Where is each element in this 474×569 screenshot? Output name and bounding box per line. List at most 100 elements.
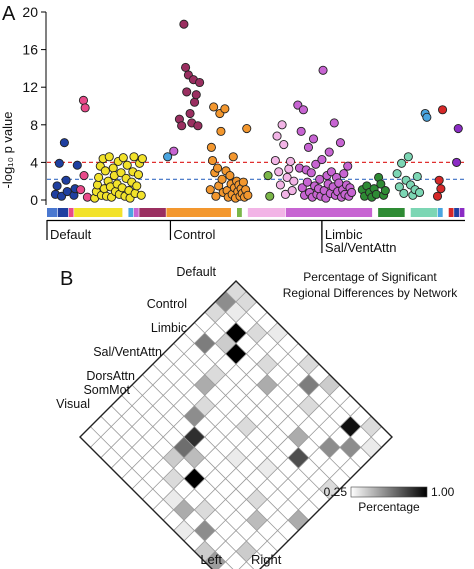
data-point	[116, 168, 126, 178]
grid-line	[152, 353, 310, 511]
data-point	[285, 156, 296, 167]
data-point	[137, 154, 147, 164]
data-point	[296, 126, 306, 136]
panel-label-b: B	[60, 268, 73, 290]
heatmap-outline	[79, 280, 393, 569]
grid-line	[204, 311, 362, 469]
data-point	[434, 175, 444, 185]
row-label: Sal/VentAttn	[93, 345, 162, 359]
data-point	[225, 171, 235, 181]
data-point	[132, 181, 142, 191]
data-point	[432, 191, 443, 201]
network-group-labels: DefaultControlLimbicSal/VentAttnDorsAttn…	[46, 220, 397, 255]
data-point	[136, 190, 146, 200]
grid-line	[162, 353, 320, 511]
data-point	[52, 181, 62, 191]
heatmap-title-line-1: Percentage of Significant	[303, 270, 437, 284]
data-point	[287, 186, 297, 196]
data-point	[335, 138, 345, 148]
network-strip-segment	[128, 208, 134, 217]
grid-line	[217, 415, 372, 569]
data-point	[436, 184, 446, 194]
data-point	[326, 167, 337, 177]
network-strip-segment	[47, 208, 58, 217]
grid-line	[183, 332, 341, 490]
network-strip-segment	[237, 208, 242, 217]
data-point	[415, 187, 425, 198]
data-point	[324, 147, 334, 157]
grid-line	[194, 395, 351, 552]
row-label: Default	[176, 265, 216, 279]
data-point	[317, 155, 327, 165]
panel-a-scatter: A -log₁₀ p value 0 4 8 12 16 20 Default Contro…	[0, 3, 465, 255]
data-point	[275, 180, 285, 190]
data-point	[207, 155, 218, 166]
data-point	[94, 172, 104, 182]
data-point	[133, 170, 144, 180]
grid-line	[173, 343, 330, 500]
grid-line	[162, 363, 320, 521]
row-label: SomMot	[83, 383, 130, 397]
data-point	[220, 104, 230, 114]
y-tick-label: 12	[22, 79, 38, 95]
data-point	[303, 142, 314, 152]
data-point	[61, 175, 71, 185]
grid-line	[100, 301, 258, 459]
network-strip-segment	[285, 208, 373, 217]
grid-line	[90, 426, 234, 569]
data-point	[193, 121, 203, 131]
network-strip-segment	[231, 208, 237, 217]
data-point	[59, 138, 69, 148]
y-tick-label: 8	[30, 117, 38, 133]
data-point	[453, 124, 463, 134]
grid-line	[90, 291, 247, 448]
data-point	[54, 158, 64, 168]
data-point	[217, 174, 227, 184]
grid-line	[142, 343, 299, 500]
network-strip-segment	[139, 208, 166, 217]
data-point	[282, 172, 292, 182]
network-strip-segment	[459, 208, 465, 217]
data-point	[179, 19, 189, 29]
y-tick-label: 0	[30, 192, 38, 208]
data-point	[80, 103, 90, 113]
row-label: Control	[147, 297, 187, 311]
data-point	[76, 185, 86, 195]
colorbar-title: Percentage	[358, 500, 420, 514]
grid-line	[204, 405, 362, 563]
group-label: Limbic	[325, 227, 363, 242]
data-point	[274, 167, 284, 177]
network-strip-segment	[166, 208, 231, 217]
data-point	[376, 179, 386, 189]
grid-line	[100, 415, 255, 569]
data-point	[62, 186, 72, 197]
network-strip-segment	[242, 208, 248, 217]
row-label: DorsAttn	[86, 369, 135, 383]
y-tick-label: 4	[30, 154, 38, 170]
heatmap-cell	[194, 374, 216, 396]
network-strip-segment	[372, 208, 378, 217]
data-point	[265, 191, 275, 201]
data-point	[191, 90, 201, 100]
data-point	[163, 152, 173, 162]
network-strip-segment	[57, 208, 69, 217]
data-point	[279, 139, 289, 150]
data-point	[318, 65, 328, 75]
left-axis-label: Left	[200, 552, 222, 567]
heatmap-row-labels: Default Control Limbic Sal/VentAttn DorsAttn…	[56, 265, 216, 411]
group-label: Sal/VentAttn	[325, 240, 397, 255]
data-point	[289, 176, 299, 186]
network-strip-segment	[68, 208, 74, 217]
heatmap-cell	[184, 426, 205, 448]
data-point	[213, 163, 223, 173]
data-point	[177, 121, 187, 131]
data-point	[311, 159, 321, 169]
data-point	[380, 186, 390, 196]
data-point	[302, 177, 312, 187]
data-point	[329, 118, 339, 128]
row-label: Visual	[56, 397, 90, 411]
data-point	[280, 189, 291, 199]
y-axis-label: -log₁₀ p value	[0, 112, 15, 189]
right-axis-label: Right	[251, 552, 282, 567]
